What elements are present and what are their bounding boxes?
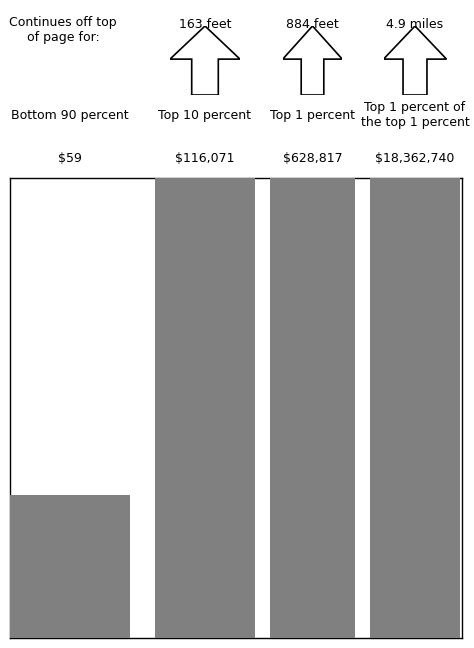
Text: Continues off top
of page for:: Continues off top of page for: xyxy=(9,16,117,44)
Text: 163 feet: 163 feet xyxy=(179,18,231,31)
Text: $18,362,740: $18,362,740 xyxy=(375,152,455,165)
Text: Top 1 percent: Top 1 percent xyxy=(270,108,355,122)
Text: Top 1 percent of
the top 1 percent: Top 1 percent of the top 1 percent xyxy=(361,101,469,129)
Text: Top 10 percent: Top 10 percent xyxy=(158,108,252,122)
Text: $59: $59 xyxy=(58,152,82,165)
Text: Bottom 90 percent: Bottom 90 percent xyxy=(11,108,129,122)
Polygon shape xyxy=(170,26,240,95)
Text: 4.9 miles: 4.9 miles xyxy=(386,18,444,31)
Polygon shape xyxy=(283,26,342,95)
Text: $628,817: $628,817 xyxy=(283,152,342,165)
Polygon shape xyxy=(383,26,447,95)
Text: $116,071: $116,071 xyxy=(175,152,235,165)
Text: 884 feet: 884 feet xyxy=(286,18,339,31)
